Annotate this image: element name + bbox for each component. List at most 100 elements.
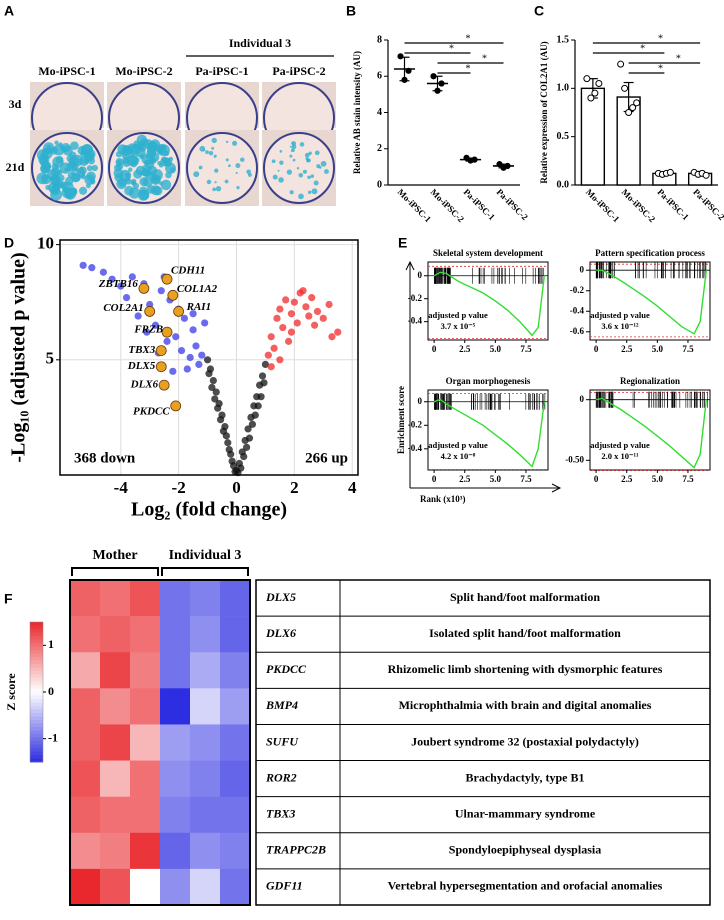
data-point <box>629 104 637 112</box>
heatmap-cell <box>100 760 131 797</box>
stain-spot <box>240 157 245 162</box>
heatmap-cell <box>130 652 161 689</box>
heatmap-cell <box>190 868 221 906</box>
point <box>189 310 197 318</box>
stain-spot <box>307 190 312 194</box>
gene-label: COL1A2 <box>177 283 218 295</box>
stain-spot <box>56 169 63 176</box>
gene-name: DLX6 <box>265 626 296 640</box>
stain-spot <box>91 164 98 172</box>
stain-spot <box>232 140 238 146</box>
stain-spot <box>147 165 153 171</box>
stain-spot <box>211 146 215 150</box>
y-tick-label: 0 <box>580 394 585 404</box>
colorbar-step <box>30 664 43 668</box>
stain-spot <box>70 141 79 150</box>
colorbar-step <box>30 636 43 640</box>
stain-spot <box>296 166 300 170</box>
stain-spot <box>279 160 284 165</box>
stain-spot <box>310 174 315 178</box>
stain-spot <box>289 190 294 195</box>
colorbar-step <box>30 741 43 745</box>
plot-frame <box>59 239 359 476</box>
point <box>267 333 275 341</box>
y-tick-label: -0.4 <box>408 316 423 326</box>
colorbar-tick-label: 0 <box>48 684 54 698</box>
colorbar-tick-label: -1 <box>48 730 58 744</box>
stain-spot <box>236 185 240 190</box>
heatmap-cell <box>70 832 101 870</box>
x-tick-label: 0 <box>594 474 599 484</box>
colorbar-step <box>30 629 43 633</box>
stain-spot <box>64 187 77 200</box>
point <box>284 337 293 345</box>
data-point <box>666 168 674 176</box>
stain-spot <box>84 151 95 162</box>
stain-spot <box>86 165 93 172</box>
stain-spot <box>208 150 214 156</box>
stain-spot <box>149 173 158 181</box>
heatmap-cell <box>160 724 191 761</box>
heatmap-cell <box>160 868 191 906</box>
x-tick-label: 2.5 <box>621 474 633 484</box>
point <box>334 328 342 336</box>
stain-spot <box>165 171 172 179</box>
enrichment-curve <box>433 398 545 468</box>
point <box>192 342 200 350</box>
colorbar-label: Z score <box>4 673 18 711</box>
heatmap-cell <box>70 688 101 725</box>
stain-spot <box>272 174 278 180</box>
panel-label: C <box>534 3 544 19</box>
point <box>264 351 272 359</box>
stain-spot <box>214 181 217 184</box>
point <box>257 393 265 401</box>
colorbar-tick-label: 1 <box>48 637 54 651</box>
panel-label: F <box>4 591 13 607</box>
point <box>134 312 142 320</box>
gene-name: ROR2 <box>265 770 297 784</box>
significance-label: * <box>658 33 663 44</box>
data-point <box>587 94 595 102</box>
point <box>208 383 216 392</box>
stain-spot <box>153 186 163 196</box>
x-tick-label: 7.5 <box>520 344 532 354</box>
point <box>186 353 194 362</box>
stain-spot <box>314 150 320 156</box>
point <box>311 321 319 329</box>
stain-spot <box>137 142 147 152</box>
significance-label: * <box>482 53 487 64</box>
stain-spot <box>286 169 293 175</box>
heatmap-cell <box>220 832 251 870</box>
panel-title: Regionalization <box>620 376 680 386</box>
colorbar-step <box>30 688 43 693</box>
heatmap-cell <box>130 760 161 797</box>
column-label: Pa-iPSC-2 <box>272 64 325 78</box>
x-tick-label: 2 <box>290 478 299 497</box>
x-tick-label: 2.5 <box>621 344 633 354</box>
point <box>157 287 165 295</box>
column-label: Mo-iPSC-1 <box>38 64 95 78</box>
stain-spot <box>50 188 63 201</box>
enrichment-curve <box>595 397 707 469</box>
heatmap-cell <box>130 868 161 906</box>
group-label: Individual 3 <box>229 36 291 50</box>
stain-spot <box>302 169 307 174</box>
x-tick-label: 2.5 <box>459 474 471 484</box>
stain-spot <box>62 145 73 156</box>
point <box>117 282 125 290</box>
stain-spot <box>215 186 222 192</box>
point <box>258 372 267 380</box>
x-tick-label: 5.0 <box>652 474 664 484</box>
table-frame <box>255 579 711 906</box>
stain-spot <box>299 142 305 147</box>
stain-spot <box>45 185 51 190</box>
stain-spot <box>40 163 51 174</box>
point <box>313 307 322 316</box>
stain-spot <box>72 172 81 182</box>
data-point <box>617 60 625 68</box>
point <box>319 314 327 322</box>
point <box>143 328 151 336</box>
column-label: Pa-iPSC-1 <box>195 64 248 78</box>
panel-title: Organ morphogenesis <box>446 376 531 386</box>
heatmap-cell <box>190 796 221 834</box>
